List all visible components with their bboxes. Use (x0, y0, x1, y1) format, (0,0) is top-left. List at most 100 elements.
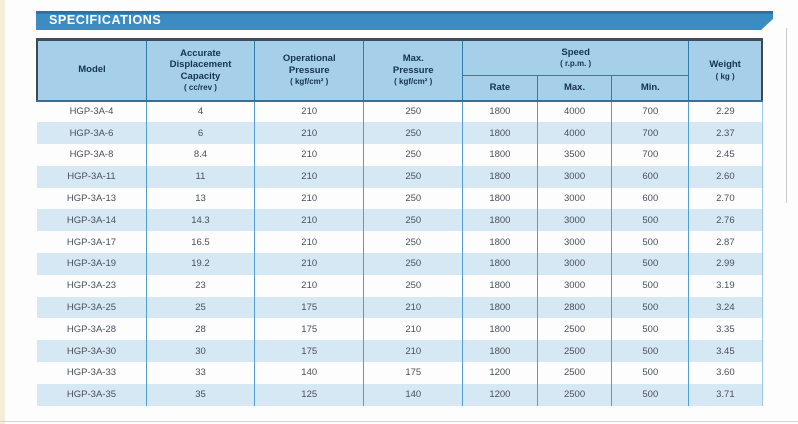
specifications-table: Model Accurate Displacement Capacity ( c… (35, 38, 764, 406)
speed-max-cell: 3000 (536, 253, 612, 275)
weight-cell: 2.70 (688, 187, 763, 210)
op-pressure-cell: 175 (253, 296, 364, 319)
speed-min-cell: 700 (611, 122, 689, 145)
weight-cell: 2.87 (688, 231, 763, 254)
speed-max-cell: 3000 (536, 165, 612, 188)
weight-cell: 3.24 (688, 296, 763, 319)
max-pressure-cell: 250 (363, 122, 463, 145)
model-cell: HGP-3A-17 (66, 236, 117, 248)
speed-rate-cell: 1800 (462, 100, 538, 123)
op-pressure-cell: 210 (253, 100, 364, 123)
table-row: HGP-3A-33 33 140 175 1200 2500 500 3.60 (37, 362, 763, 384)
speed-max-cell: 3000 (536, 231, 612, 254)
max-pressure-cell: 250 (363, 187, 463, 210)
header-capacity-unit: ( cc/rev ) (184, 83, 217, 93)
table-row: HGP-3A-17 16.5 210 250 1800 3000 500 2.87 (37, 231, 763, 254)
speed-min-cell: 500 (611, 362, 689, 384)
weight-cell: 2.76 (688, 209, 763, 232)
speed-rate-cell: 1800 (462, 209, 538, 232)
model-cell: HGP-3A-14 (37, 209, 147, 232)
weight-cell: 3.35 (688, 318, 763, 341)
page-left-edge (0, 0, 5, 424)
speed-rate-cell: 1800 (462, 340, 538, 363)
max-pressure-cell: 250 (363, 274, 463, 297)
table-row: HGP-3A-13 13 210 250 1800 3000 600 2.70 (37, 187, 763, 210)
table-row: HGP-3A-23 23 210 250 1800 3000 500 3.19 (37, 274, 763, 297)
speed-min-cell: 500 (611, 383, 689, 406)
max-pressure-cell: 250 (363, 209, 463, 232)
weight-cell: 3.45 (688, 340, 763, 363)
table-row: HGP-3A-4 4 210 250 1800 4000 700 2.29 (37, 100, 763, 123)
speed-rate-cell: 1800 (462, 296, 538, 319)
op-pressure-cell: 140 (253, 362, 364, 384)
model-cell: HGP-3A-35 (37, 383, 147, 406)
speed-max-cell: 4000 (536, 122, 612, 145)
table-row: HGP-3A-25 25 175 210 1800 2800 500 3.24 (37, 296, 763, 319)
model-cell: HGP-3A-8 (69, 149, 114, 161)
speed-max-cell: 2500 (536, 383, 612, 406)
speed-min-cell: 500 (611, 253, 689, 275)
header-max-pressure-unit: ( kgf/cm² ) (394, 77, 433, 87)
page-right-edge-line (786, 28, 787, 203)
capacity-cell: 30 (145, 340, 255, 363)
speed-min-cell: 600 (611, 165, 689, 188)
speed-rate-cell: 1200 (462, 383, 538, 406)
header-weight-label: Weight (709, 59, 741, 71)
model-cell: HGP-3A-30 (37, 340, 147, 363)
model-cell: HGP-3A-4 (69, 106, 114, 118)
op-pressure-cell: 210 (253, 209, 364, 232)
op-pressure-cell: 125 (253, 383, 364, 406)
header-capacity-label: Accurate Displacement Capacity (169, 47, 232, 82)
spec-table-body: HGP-3A-4 4 210 250 1800 4000 700 2.29 HGP-3A-6 6 2… (37, 100, 763, 406)
speed-rate-cell: 1800 (462, 231, 538, 254)
speed-rate-cell: 1800 (462, 318, 538, 341)
speed-min-cell: 500 (611, 274, 689, 297)
speed-max-cell: 2500 (536, 362, 612, 384)
speed-min-cell: 500 (611, 296, 689, 319)
capacity-cell: 8.4 (145, 144, 255, 166)
op-pressure-cell: 210 (253, 187, 364, 210)
header-speed-label: Speed (561, 46, 590, 58)
capacity-cell: 16.5 (145, 231, 255, 254)
speed-max-cell: 2500 (536, 340, 612, 363)
speed-min-cell: 600 (611, 187, 689, 210)
weight-cell: 3.60 (688, 362, 763, 384)
capacity-cell: 14.3 (145, 209, 255, 232)
capacity-cell: 25 (145, 296, 255, 319)
page-bottom-edge-line (0, 421, 798, 422)
table-row: HGP-3A-35 35 125 140 1200 2500 500 3.71 (37, 383, 763, 406)
table-row: HGP-3A-14 14.3 210 250 1800 3000 500 2.76 (37, 209, 763, 232)
speed-rate-cell: 1200 (462, 362, 538, 384)
model-cell: HGP-3A-23 (66, 280, 117, 292)
speed-max-cell: 3000 (536, 274, 612, 297)
speed-min-cell: 700 (611, 144, 689, 166)
op-pressure-cell: 210 (253, 231, 364, 254)
header-speed: Speed ( r.p.m. ) (462, 38, 690, 76)
model-cell: HGP-3A-33 (66, 367, 117, 379)
header-speed-rate: Rate (462, 75, 538, 102)
speed-max-cell: 4000 (536, 100, 612, 123)
speed-min-cell: 500 (611, 340, 689, 363)
model-cell: HGP-3A-11 (37, 165, 147, 188)
weight-cell: 2.45 (688, 144, 763, 166)
section-title: SPECIFICATIONS (49, 13, 162, 27)
speed-rate-cell: 1800 (462, 274, 538, 297)
weight-cell: 2.37 (688, 122, 763, 145)
op-pressure-cell: 210 (253, 274, 364, 297)
weight-cell: 3.71 (688, 383, 763, 406)
capacity-cell: 35 (145, 383, 255, 406)
table-row: HGP-3A-19 19.2 210 250 1800 3000 500 2.99 (37, 253, 763, 275)
op-pressure-cell: 210 (253, 144, 364, 166)
model-cell: HGP-3A-28 (66, 323, 117, 335)
speed-max-cell: 2500 (536, 318, 612, 341)
max-pressure-cell: 250 (363, 144, 463, 166)
weight-cell: 2.29 (688, 100, 763, 123)
table-row: HGP-3A-8 8.4 210 250 1800 3500 700 2.45 (37, 144, 763, 166)
table-row: HGP-3A-6 6 210 250 1800 4000 700 2.37 (37, 122, 763, 145)
op-pressure-cell: 210 (253, 253, 364, 275)
speed-min-cell: 700 (611, 100, 689, 123)
capacity-cell: 28 (145, 318, 255, 341)
header-model: Model (35, 38, 147, 102)
capacity-cell: 11 (145, 165, 255, 188)
